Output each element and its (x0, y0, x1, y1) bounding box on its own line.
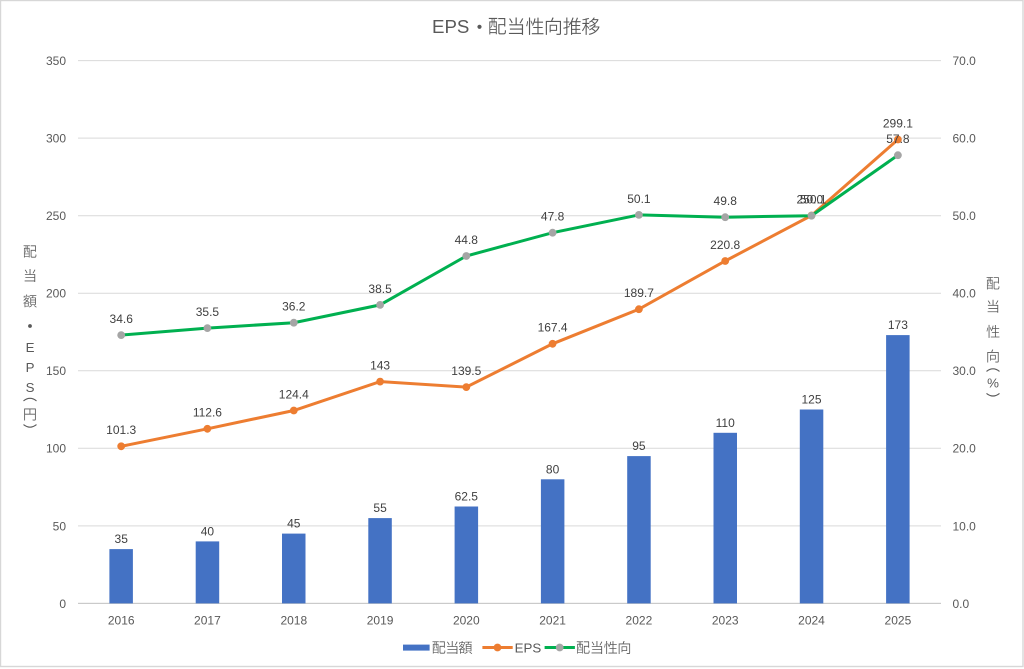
svg-text:44.8: 44.8 (455, 233, 479, 247)
svg-text:70.0: 70.0 (953, 54, 977, 68)
svg-text:60.0: 60.0 (953, 132, 977, 146)
svg-text:112.6: 112.6 (193, 406, 222, 420)
svg-text:300: 300 (46, 132, 66, 146)
svg-text:101.3: 101.3 (106, 423, 136, 437)
svg-text:0: 0 (59, 597, 66, 611)
svg-text:143: 143 (370, 359, 390, 373)
svg-text:250: 250 (46, 209, 66, 223)
svg-text:%: % (987, 375, 999, 390)
svg-text:36.2: 36.2 (282, 300, 306, 314)
svg-text:100: 100 (46, 442, 66, 456)
svg-text:20.0: 20.0 (953, 442, 977, 456)
svg-text:299.1: 299.1 (883, 116, 913, 130)
svg-text:10.0: 10.0 (953, 519, 977, 533)
svg-text:2023: 2023 (712, 614, 739, 628)
svg-text:2016: 2016 (108, 614, 135, 628)
svg-text:55: 55 (373, 501, 387, 515)
svg-text:40: 40 (201, 524, 215, 538)
svg-text:2017: 2017 (194, 614, 221, 628)
svg-text:45: 45 (287, 517, 301, 531)
svg-text:57.8: 57.8 (886, 132, 910, 146)
svg-text:50.0: 50.0 (953, 209, 977, 223)
svg-text:50.1: 50.1 (627, 192, 651, 206)
svg-text:95: 95 (632, 439, 646, 453)
svg-text:80: 80 (546, 462, 560, 476)
svg-text:30.0: 30.0 (953, 364, 977, 378)
svg-text:50.0: 50.0 (800, 193, 824, 207)
svg-text:40.0: 40.0 (953, 287, 977, 301)
svg-text:P: P (26, 360, 35, 375)
svg-text:2021: 2021 (539, 614, 566, 628)
svg-text:EPS: EPS (432, 16, 469, 37)
svg-text:173: 173 (888, 318, 908, 332)
svg-text:2020: 2020 (453, 614, 480, 628)
svg-text:2019: 2019 (367, 614, 394, 628)
svg-text:124.4: 124.4 (279, 387, 309, 401)
svg-text:49.8: 49.8 (714, 194, 738, 208)
svg-text:0.0: 0.0 (953, 597, 970, 611)
svg-text:47.8: 47.8 (541, 210, 565, 224)
svg-text:150: 150 (46, 364, 66, 378)
svg-text:38.5: 38.5 (368, 282, 392, 296)
svg-text:35: 35 (115, 532, 129, 546)
svg-text:350: 350 (46, 54, 66, 68)
svg-text:2024: 2024 (798, 614, 825, 628)
svg-text:189.7: 189.7 (624, 286, 654, 300)
svg-text:200: 200 (46, 287, 66, 301)
svg-text:125: 125 (801, 393, 821, 407)
svg-text:35.5: 35.5 (196, 305, 220, 319)
svg-text:34.6: 34.6 (110, 312, 134, 326)
svg-text:50: 50 (53, 519, 67, 533)
svg-text:2025: 2025 (885, 614, 912, 628)
svg-text:167.4: 167.4 (538, 321, 568, 335)
svg-text:220.8: 220.8 (710, 238, 740, 252)
svg-text:139.5: 139.5 (451, 364, 481, 378)
svg-text:2018: 2018 (280, 614, 307, 628)
svg-text:62.5: 62.5 (455, 490, 479, 504)
svg-text:E: E (26, 340, 35, 355)
svg-text:EPS: EPS (515, 640, 542, 655)
svg-text:S: S (26, 380, 35, 395)
svg-text:110: 110 (716, 416, 735, 430)
svg-text:250.1: 250.1 (796, 192, 826, 206)
svg-text:2022: 2022 (626, 614, 653, 628)
